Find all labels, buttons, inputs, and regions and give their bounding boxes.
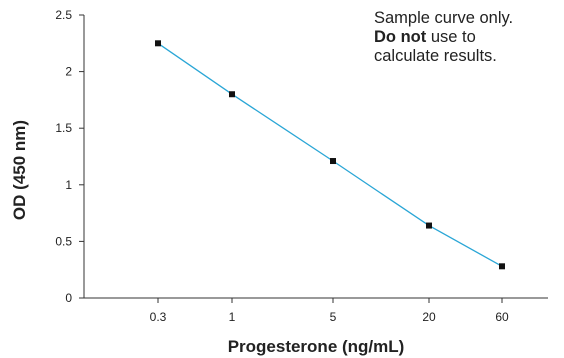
data-point bbox=[155, 40, 161, 47]
y-tick-label: 0.5 bbox=[55, 234, 72, 248]
data-point bbox=[229, 91, 235, 98]
x-tick-label: 1 bbox=[229, 310, 236, 324]
x-tick-label: 60 bbox=[495, 310, 509, 324]
y-tick-label: 1.5 bbox=[55, 121, 72, 135]
y-axis-title: OD (450 nm) bbox=[10, 120, 29, 220]
series-group bbox=[155, 40, 505, 270]
y-tick-label: 2.5 bbox=[55, 8, 72, 22]
note-line-1: Sample curve only. bbox=[374, 9, 514, 27]
sample-curve-note: Sample curve only. Do not use to calcula… bbox=[374, 9, 560, 66]
note-bold-text: Do not bbox=[374, 28, 427, 46]
series-line bbox=[157, 42, 503, 267]
axes bbox=[83, 15, 548, 299]
note-line-3: calculate results. bbox=[374, 47, 497, 65]
y-tick-label: 2 bbox=[65, 65, 72, 79]
x-tick-label: 0.3 bbox=[150, 310, 167, 324]
x-axis-title: Progesterone (ng/mL) bbox=[228, 337, 405, 356]
x-ticks: 0.3 1 5 20 60 bbox=[150, 298, 509, 324]
note-line-2: Do not use to bbox=[374, 28, 560, 47]
y-ticks: 0 0.5 1 1.5 2 2.5 bbox=[55, 8, 84, 305]
x-tick-label: 5 bbox=[330, 310, 337, 324]
data-point bbox=[426, 222, 432, 229]
data-point bbox=[499, 263, 505, 270]
y-tick-label: 1 bbox=[65, 178, 72, 192]
x-tick-label: 20 bbox=[422, 310, 436, 324]
data-point bbox=[330, 158, 336, 165]
note-line-2-rest: use to bbox=[426, 28, 476, 46]
y-tick-label: 0 bbox=[65, 291, 72, 305]
